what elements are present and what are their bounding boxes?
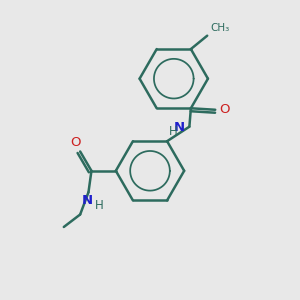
Text: H: H xyxy=(169,125,177,138)
Text: O: O xyxy=(219,103,230,116)
Text: N: N xyxy=(81,194,93,207)
Text: CH₃: CH₃ xyxy=(211,23,230,33)
Text: H: H xyxy=(94,199,103,212)
Text: O: O xyxy=(71,136,81,148)
Text: N: N xyxy=(174,121,185,134)
